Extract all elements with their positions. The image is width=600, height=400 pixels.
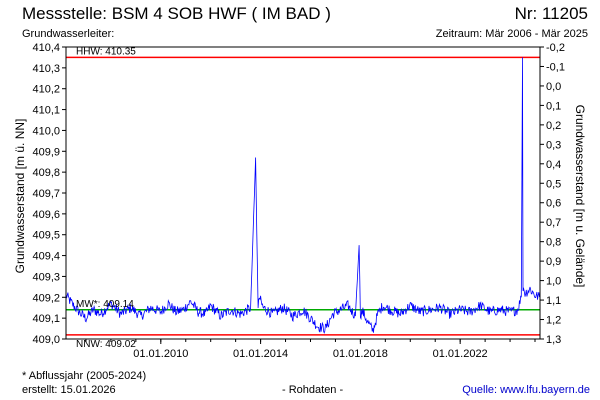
y-tick-label: 410,0: [32, 125, 60, 137]
y-tick-label: 410,1: [32, 105, 60, 117]
x-tick-label: 01.01.2022: [433, 348, 488, 360]
y2-tick-label: -0,1: [546, 61, 565, 73]
footnote: * Abflussjahr (2005-2024): [22, 370, 147, 382]
period-label: Zeitraum: Mär 2006 - Mär 2025: [435, 28, 588, 40]
y2-tick-label: -0,2: [546, 42, 565, 54]
station-number: Nr: 11205: [514, 4, 588, 23]
reference-line-label: HHW: 410.35: [76, 46, 136, 57]
y-tick-label: 410,2: [32, 84, 60, 96]
source-link[interactable]: Quelle: www.lfu.bayern.de: [462, 384, 590, 396]
y-tick-label: 409,6: [32, 209, 60, 221]
y-tick-label: 409,7: [32, 188, 60, 200]
y2-tick-label: 1,3: [546, 334, 561, 346]
y-tick-label: 409,3: [32, 271, 60, 283]
x-tick-label: 01.01.2010: [133, 348, 188, 360]
y-tick-label: 409,2: [32, 292, 60, 304]
y-tick-label: 409,8: [32, 167, 60, 179]
y2-tick-label: 0,9: [546, 256, 561, 268]
y2-tick-label: 0,5: [546, 178, 561, 190]
y-tick-label: 410,4: [32, 42, 60, 54]
y2-tick-label: 1,2: [546, 315, 561, 327]
y2-tick-label: 0,2: [546, 120, 561, 132]
y2-tick-label: 0,3: [546, 139, 561, 151]
plot-frame: [65, 46, 541, 340]
y-tick-label: 410,3: [32, 63, 60, 75]
aquifer-label: Grundwasserleiter:: [22, 28, 115, 40]
rawdata-label: - Rohdaten -: [282, 384, 344, 396]
y2-tick-label: 0,4: [546, 159, 561, 171]
y2-tick-label: 1,0: [546, 276, 561, 288]
y-tick-label: 409,9: [32, 146, 60, 158]
y2-tick-label: 0,8: [546, 237, 561, 249]
y2-tick-label: 0,1: [546, 100, 561, 112]
y2-tick-label: 1,1: [546, 295, 561, 307]
x-tick-label: 01.01.2018: [333, 348, 388, 360]
y2-tick-label: 0,7: [546, 217, 561, 229]
y-tick-label: 409,4: [32, 251, 60, 263]
created-date: erstellt: 15.01.2026: [22, 384, 116, 396]
y-tick-label: 409,1: [32, 313, 60, 325]
y2-axis-label: Grundwasserstand [m u. Gelände]: [573, 104, 587, 288]
y-tick-label: 409,5: [32, 230, 60, 242]
station-title: Messstelle: BSM 4 SOB HWF ( IM BAD ): [22, 4, 331, 23]
groundwater-series-line: [65, 57, 541, 334]
y2-tick-label: 0,6: [546, 198, 561, 210]
y2-tick-label: 0,0: [546, 81, 561, 93]
reference-line-label: NNW: 409.02: [76, 339, 136, 350]
y-axis-label: Grundwasserstand [m ü. NN]: [13, 118, 27, 274]
y-tick-label: 409,0: [32, 334, 60, 346]
x-tick-label: 01.01.2014: [233, 348, 288, 360]
reference-line-label: MW*: 409.14: [76, 299, 134, 310]
